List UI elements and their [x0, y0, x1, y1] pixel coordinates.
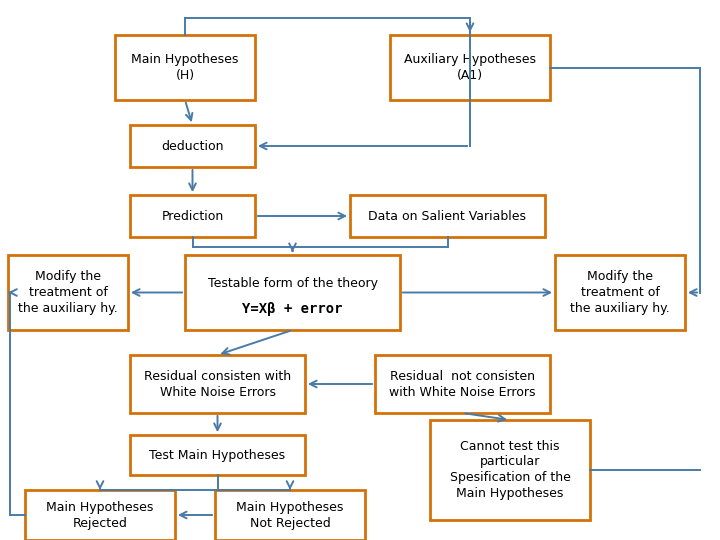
Text: Main Hypotheses
Rejected: Main Hypotheses Rejected: [46, 501, 153, 530]
FancyBboxPatch shape: [430, 420, 590, 520]
FancyBboxPatch shape: [185, 255, 400, 330]
FancyBboxPatch shape: [215, 490, 365, 540]
Text: Main Hypotheses
(H): Main Hypotheses (H): [131, 53, 239, 82]
Text: Y=Xβ + error: Y=Xβ + error: [242, 302, 343, 316]
FancyBboxPatch shape: [555, 255, 685, 330]
FancyBboxPatch shape: [8, 255, 128, 330]
Text: Test Main Hypotheses: Test Main Hypotheses: [150, 449, 286, 462]
Text: Prediction: Prediction: [161, 210, 224, 222]
Text: Cannot test this
particular
Spesification of the
Main Hypotheses: Cannot test this particular Spesificatio…: [449, 440, 570, 501]
Text: deduction: deduction: [161, 139, 224, 152]
Text: Modify the
treatment of
the auxiliary hy.: Modify the treatment of the auxiliary hy…: [570, 270, 670, 315]
Text: Testable form of the theory: Testable form of the theory: [207, 277, 377, 290]
Text: Auxiliary Hypotheses
(A1): Auxiliary Hypotheses (A1): [404, 53, 536, 82]
FancyBboxPatch shape: [115, 35, 255, 100]
Text: Modify the
treatment of
the auxiliary hy.: Modify the treatment of the auxiliary hy…: [18, 270, 118, 315]
FancyBboxPatch shape: [375, 355, 550, 413]
Text: Main Hypotheses
Not Rejected: Main Hypotheses Not Rejected: [236, 501, 343, 530]
Text: Residual  not consisten
with White Noise Errors: Residual not consisten with White Noise …: [390, 369, 536, 399]
FancyBboxPatch shape: [130, 355, 305, 413]
FancyBboxPatch shape: [350, 195, 545, 237]
FancyBboxPatch shape: [130, 435, 305, 475]
FancyBboxPatch shape: [130, 125, 255, 167]
Text: Data on Salient Variables: Data on Salient Variables: [369, 210, 526, 222]
FancyBboxPatch shape: [390, 35, 550, 100]
FancyBboxPatch shape: [25, 490, 175, 540]
Text: Residual consisten with
White Noise Errors: Residual consisten with White Noise Erro…: [144, 369, 291, 399]
FancyBboxPatch shape: [130, 195, 255, 237]
